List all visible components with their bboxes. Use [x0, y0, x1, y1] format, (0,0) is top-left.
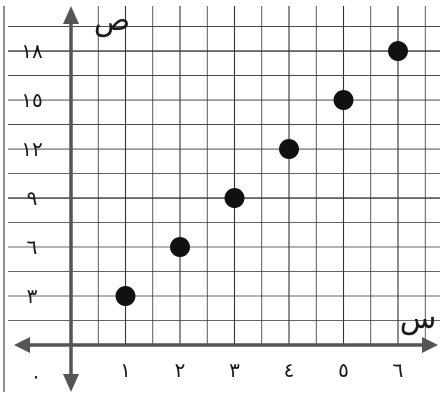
origin-label: ٠: [31, 364, 42, 388]
data-point: [115, 286, 136, 307]
y-tick-label: ١٥: [21, 88, 42, 112]
data-points: [115, 41, 408, 307]
y-tick-label: ١٢: [21, 137, 42, 161]
x-axis-arrow-right: [422, 337, 438, 353]
y-tick-label: ٩: [27, 186, 38, 210]
axes: [14, 6, 438, 392]
data-point: [170, 237, 190, 258]
x-tick-label: ٢: [175, 358, 186, 382]
y-tick-label: ٣: [27, 284, 38, 308]
y-axis-arrow-up: [63, 6, 79, 24]
y-axis-label: ص: [94, 3, 130, 38]
y-axis-arrow-down: [63, 374, 79, 392]
x-tick-label: ١: [120, 358, 131, 382]
x-tick-label: ٣: [229, 358, 240, 382]
x-tick-label: ٤: [284, 358, 295, 382]
x-tick-label: ٥: [338, 358, 349, 382]
y-tick-label: ٦: [27, 235, 38, 259]
data-point: [388, 41, 408, 62]
x-axis-arrow-left: [14, 337, 30, 353]
data-point: [279, 139, 299, 160]
data-point: [224, 188, 245, 209]
y-tick-label: ١٨: [21, 39, 43, 63]
x-tick-label: ٦: [393, 358, 404, 382]
data-point: [333, 90, 354, 111]
grid: [8, 6, 440, 345]
x-axis-label: س: [400, 301, 437, 336]
